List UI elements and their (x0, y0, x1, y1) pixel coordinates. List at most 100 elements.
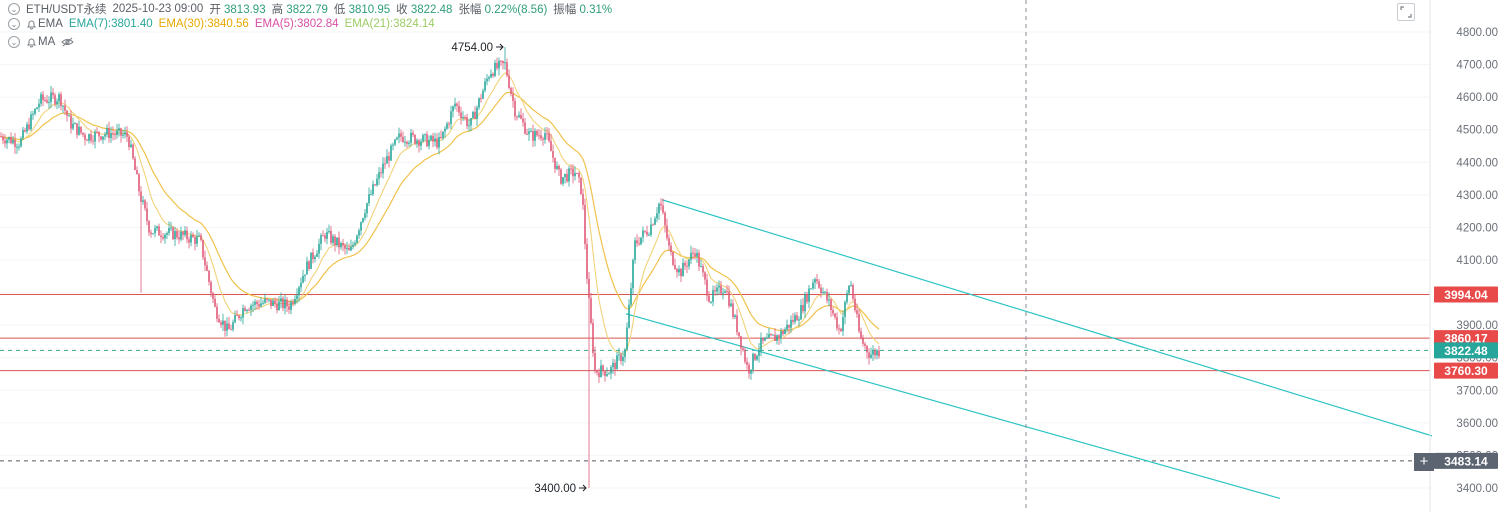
symbol-label[interactable]: ETH/USDT永续 (26, 4, 107, 16)
price-tag-bg (1434, 362, 1498, 379)
candle-body (610, 367, 612, 374)
candle-body (614, 362, 616, 370)
candle-body (100, 136, 102, 140)
candle-body (502, 60, 504, 64)
candle-body (266, 298, 268, 300)
amplitude-label: 振幅 (553, 4, 577, 16)
y-tick-label: 3900.00 (1456, 320, 1498, 332)
y-tick-label: 4700.00 (1456, 60, 1498, 72)
candle-body (762, 337, 764, 341)
candle-body (430, 135, 432, 140)
candle-body (238, 315, 240, 319)
candle-body (748, 364, 750, 374)
candle-body (778, 335, 780, 339)
candle-body (420, 141, 422, 146)
candle-body (564, 173, 566, 178)
candle-body (400, 133, 402, 137)
candle-body (244, 308, 246, 311)
candle-body (112, 133, 114, 135)
candle-body (428, 139, 430, 147)
candle-body (188, 239, 190, 243)
candle-body (138, 174, 140, 192)
y-tick-label: 4200.00 (1456, 222, 1498, 234)
candle-body (294, 298, 296, 304)
candle-body (436, 138, 438, 148)
candle-body (684, 262, 686, 266)
candle-body (842, 317, 844, 332)
candle-body (740, 336, 742, 349)
candle-body (540, 135, 542, 139)
datetime-label: 2025-10-23 09:00 (112, 3, 204, 15)
candle-body (764, 338, 766, 341)
chevron-down-icon[interactable]: ⌄ (8, 36, 20, 48)
candle-body (508, 75, 510, 89)
candle-body (500, 60, 502, 62)
candle-body (692, 252, 694, 254)
candle-body (496, 62, 498, 69)
candle-body (302, 275, 304, 283)
add-level-button[interactable]: + (1414, 453, 1434, 471)
candle-body (300, 282, 302, 288)
change-value: 0.22%(8.56) (484, 4, 548, 16)
candle-body (770, 334, 772, 336)
candle-body (856, 310, 858, 315)
candle-body (632, 259, 634, 289)
chevron-down-icon[interactable]: ⌄ (8, 18, 20, 30)
candle-body (616, 355, 618, 370)
candle-body (418, 140, 420, 146)
candle-body (860, 331, 862, 339)
candle-body (844, 301, 846, 318)
candle-body (26, 124, 28, 132)
candle-body (662, 205, 664, 213)
ema-line (0, 72, 880, 355)
candle-body (526, 133, 528, 135)
candle-body (198, 235, 200, 237)
candle-body (402, 136, 404, 142)
candle-body (248, 309, 250, 311)
y-tick-label: 3600.00 (1456, 418, 1498, 430)
candle-body (820, 287, 822, 294)
candle-body (776, 335, 778, 341)
horizontal-levels (0, 294, 1430, 462)
candle-body (176, 231, 178, 238)
candle-body (354, 242, 356, 245)
candle-body (434, 138, 436, 142)
candle-body (134, 158, 136, 171)
candle-body (386, 156, 388, 164)
candle-body (220, 322, 222, 325)
candle-body (456, 103, 458, 106)
amplitude-value: 0.31% (579, 4, 613, 16)
candle-body (182, 231, 184, 235)
eye-off-icon[interactable] (61, 37, 74, 47)
candle-body (604, 371, 606, 376)
chevron-down-icon[interactable]: ⌄ (8, 3, 20, 15)
candle-body (12, 139, 14, 144)
fullscreen-button[interactable] (1397, 3, 1415, 21)
candle-body (108, 128, 110, 139)
candle-body (162, 236, 164, 239)
bell-icon[interactable] (26, 19, 37, 30)
candle-body (480, 98, 482, 100)
candle-body (774, 334, 776, 341)
candle-body (416, 140, 418, 144)
candle-body (466, 117, 468, 127)
candle-body (628, 304, 630, 328)
price-tag-label: 3483.14 (1444, 454, 1488, 468)
candle-body (792, 319, 794, 322)
candle-body (822, 291, 824, 294)
candle-body (744, 350, 746, 362)
candle-body (130, 144, 132, 147)
candle-body (344, 245, 346, 249)
candle-body (32, 113, 34, 115)
price-axis[interactable]: 4800.00 4700.00 4600.00 4500.00 4400.00 4300.… (1456, 27, 1498, 495)
candle-body (552, 151, 554, 158)
candle-body (44, 99, 46, 101)
candle-body (350, 246, 352, 251)
candle-body (40, 94, 42, 104)
candle-body (698, 252, 700, 267)
candle-body (326, 232, 328, 239)
low-value: 3810.95 (348, 4, 391, 16)
candle-body (806, 294, 808, 302)
bell-icon[interactable] (26, 37, 37, 48)
